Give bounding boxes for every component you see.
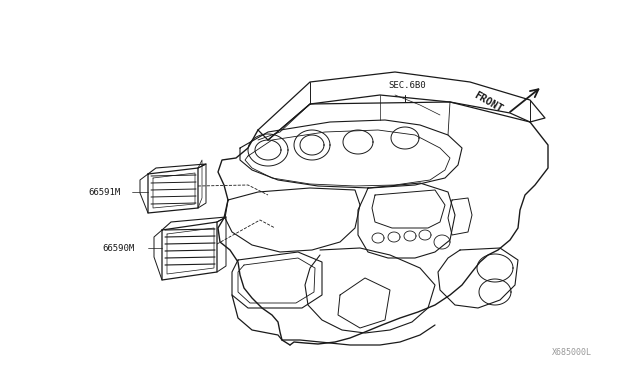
Text: 66591M: 66591M <box>88 187 120 196</box>
Text: FRONT: FRONT <box>472 90 504 114</box>
Text: SEC.6B0: SEC.6B0 <box>388 81 426 90</box>
Text: 66590M: 66590M <box>102 244 134 253</box>
Text: X685000L: X685000L <box>552 348 592 357</box>
